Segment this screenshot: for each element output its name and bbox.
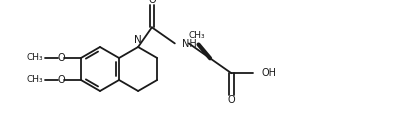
Text: O: O <box>57 75 65 85</box>
Text: CH₃: CH₃ <box>26 54 43 62</box>
Text: N: N <box>134 35 142 45</box>
Text: OH: OH <box>261 68 276 78</box>
Text: CH₃: CH₃ <box>188 31 205 40</box>
Text: NH: NH <box>181 39 196 49</box>
Text: O: O <box>227 95 235 105</box>
Text: CH₃: CH₃ <box>26 75 43 85</box>
Text: O: O <box>57 53 65 63</box>
Text: O: O <box>148 0 155 5</box>
